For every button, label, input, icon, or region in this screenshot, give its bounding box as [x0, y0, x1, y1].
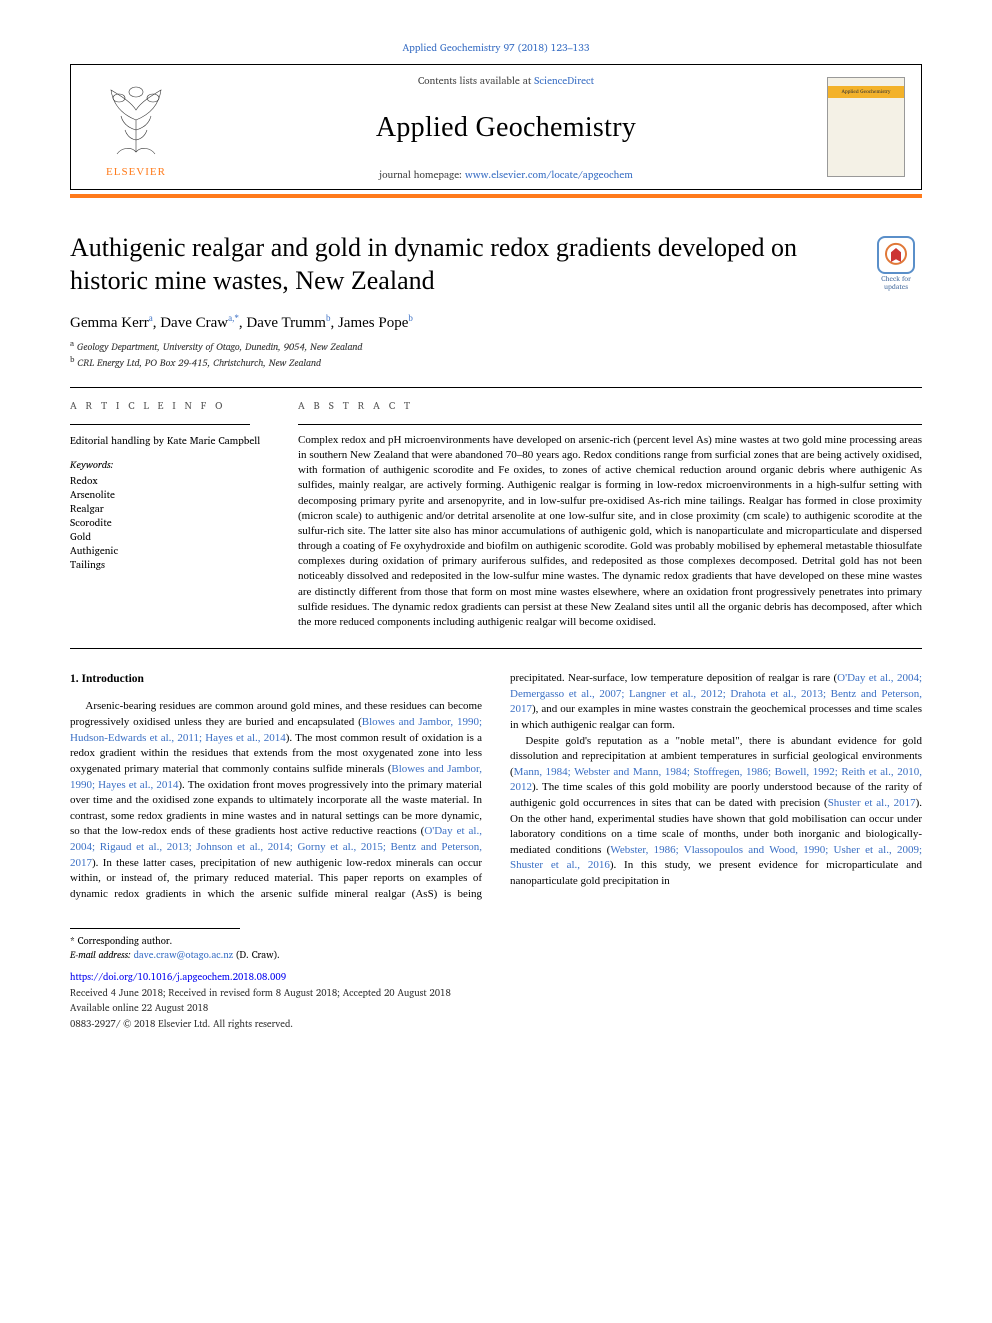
keywords-head: Keywords:	[70, 457, 270, 473]
crossmark-icon	[877, 236, 915, 274]
email-line: E-mail address: dave.craw@otago.ac.nz (D…	[70, 949, 922, 962]
keyword: Scorodite	[70, 516, 270, 530]
contents-prefix: Contents lists available at	[418, 73, 534, 89]
author-list: Gemma Kerra, Dave Crawa,*, Dave Trummb, …	[70, 313, 922, 332]
doi-link[interactable]: https://doi.org/10.1016/j.apgeochem.2018…	[70, 970, 286, 985]
article-info-head: A R T I C L E I N F O	[70, 398, 270, 414]
editorial-handling: Editorial handling by Kate Marie Campbel…	[70, 433, 270, 449]
homepage-prefix: journal homepage:	[379, 167, 465, 183]
journal-name: Applied Geochemistry	[211, 112, 801, 144]
publisher-name: ELSEVIER	[91, 166, 181, 178]
author-3-aff: b	[326, 313, 331, 323]
author-3: Dave Trumm	[246, 315, 326, 331]
cover-title-text: Applied Geochemistry	[832, 88, 900, 96]
footnote-rule	[70, 928, 240, 929]
check-for-updates-badge[interactable]: Check forupdates	[870, 236, 922, 291]
article-body: 1. Introduction Arsenic-bearing residues…	[70, 671, 922, 902]
footnotes: * Corresponding author. E-mail address: …	[70, 935, 922, 962]
author-4: James Pope	[338, 315, 408, 331]
author-1: Gemma Kerr	[70, 315, 149, 331]
journal-cover-area: Applied Geochemistry	[811, 65, 921, 189]
corresponding-author-note: * Corresponding author.	[70, 935, 922, 948]
corresponding-mark: *	[234, 313, 239, 323]
keyword: Realgar	[70, 502, 270, 516]
journal-homepage-link[interactable]: www.elsevier.com/locate/apgeochem	[465, 167, 633, 183]
accent-bar	[70, 194, 922, 198]
section-1-heading: 1. Introduction	[70, 671, 482, 687]
journal-header: ELSEVIER Contents lists available at Sci…	[70, 64, 922, 190]
citation-link[interactable]: Shuster et al., 2017	[828, 797, 916, 809]
email-label: E-mail address:	[70, 948, 134, 963]
abstract-rule	[298, 424, 922, 425]
affiliations: a Geology Department, University of Otag…	[70, 338, 922, 371]
body-para-2: Despite gold's reputation as a "noble me…	[510, 734, 922, 890]
affiliation-b: b CRL Energy Ltd, PO Box 29-415, Christc…	[70, 354, 922, 370]
author-1-aff: a	[149, 313, 153, 323]
article-title: Authigenic realgar and gold in dynamic r…	[70, 232, 856, 297]
journal-cover-thumb: Applied Geochemistry	[827, 77, 905, 177]
sciencedirect-link[interactable]: ScienceDirect	[534, 73, 594, 89]
rule-below-abstract	[70, 648, 922, 649]
keyword: Arsenolite	[70, 488, 270, 502]
keyword: Redox	[70, 474, 270, 488]
abstract-head: A B S T R A C T	[298, 398, 922, 414]
keyword: Tailings	[70, 558, 270, 572]
rule-above-abstract	[70, 387, 922, 388]
keyword: Gold	[70, 530, 270, 544]
journal-homepage-line: journal homepage: www.elsevier.com/locat…	[211, 167, 801, 183]
elsevier-tree-icon	[91, 76, 181, 156]
keywords-list: Redox Arsenolite Realgar Scorodite Gold …	[70, 474, 270, 572]
running-head-link[interactable]: Applied Geochemistry 97 (2018) 123–133	[403, 40, 590, 56]
author-4-aff: b	[408, 313, 413, 323]
corresponding-email-link[interactable]: dave.craw@otago.ac.nz	[134, 948, 234, 963]
email-attribution: (D. Craw).	[233, 948, 280, 963]
author-2: Dave Craw	[160, 315, 228, 331]
keyword: Authigenic	[70, 544, 270, 558]
article-info-rule	[70, 424, 250, 425]
badge-line2: updates	[884, 282, 908, 293]
article-history: Received 4 June 2018; Received in revise…	[70, 987, 922, 1000]
copyright-line: 0883-2927/ © 2018 Elsevier Ltd. All righ…	[70, 1018, 922, 1031]
contents-available-line: Contents lists available at ScienceDirec…	[211, 73, 801, 89]
running-head-citation: Applied Geochemistry 97 (2018) 123–133	[70, 40, 922, 56]
abstract-text: Complex redox and pH microenvironments h…	[298, 433, 922, 630]
publisher-logo-area: ELSEVIER	[71, 65, 201, 189]
available-online: Available online 22 August 2018	[70, 1002, 922, 1015]
affiliation-a: a Geology Department, University of Otag…	[70, 338, 922, 354]
